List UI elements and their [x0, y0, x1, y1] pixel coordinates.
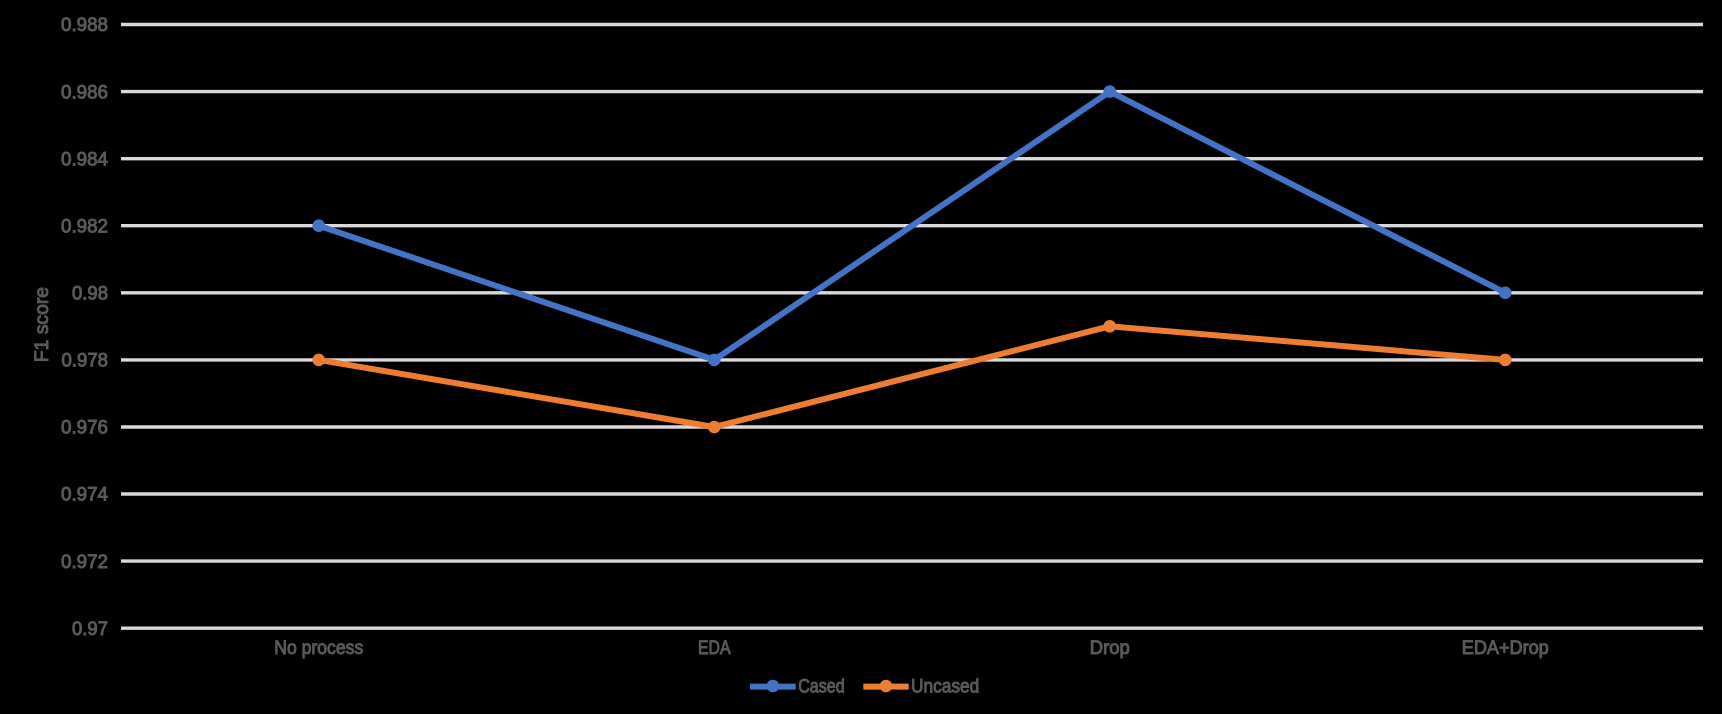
svg-text:Drop: Drop: [1090, 638, 1130, 659]
svg-text:0.982: 0.982: [61, 216, 108, 237]
svg-text:EDA: EDA: [698, 638, 731, 659]
svg-text:No process: No process: [274, 638, 363, 659]
svg-text:0.986: 0.986: [61, 82, 108, 103]
svg-text:0.984: 0.984: [61, 149, 108, 170]
svg-text:0.97: 0.97: [72, 619, 108, 640]
svg-text:0.98: 0.98: [72, 284, 108, 305]
svg-text:0.972: 0.972: [61, 552, 108, 573]
svg-text:EDA+Drop: EDA+Drop: [1462, 638, 1549, 659]
svg-text:0.988: 0.988: [61, 15, 108, 36]
svg-text:F1 score: F1 score: [32, 287, 53, 362]
svg-text:0.976: 0.976: [61, 418, 108, 439]
svg-text:0.974: 0.974: [61, 485, 108, 506]
svg-text:Uncased: Uncased: [911, 676, 979, 697]
svg-text:0.978: 0.978: [62, 351, 109, 372]
svg-text:Cased: Cased: [798, 676, 845, 697]
